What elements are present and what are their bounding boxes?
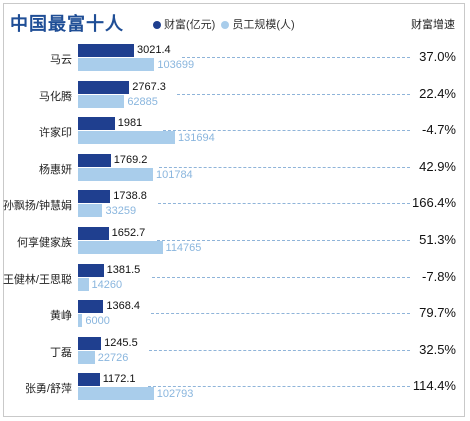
bar-staff	[78, 387, 154, 401]
bar-wealth	[78, 44, 134, 57]
category-label: 黄峥	[50, 310, 72, 323]
category-label: 丁磊	[50, 346, 72, 359]
leader-line	[182, 57, 410, 58]
category-label: 马化腾	[39, 90, 72, 103]
bar-wealth	[78, 190, 111, 204]
bar-wealth	[78, 300, 104, 314]
data-label-staff: 101784	[155, 168, 193, 181]
category-label: 许家印	[39, 127, 72, 140]
growth-value: 42.9%	[419, 158, 456, 174]
bar-staff	[78, 94, 125, 108]
data-label-wealth: 2767.3	[132, 80, 166, 93]
category-label: 张勇/舒萍	[24, 383, 72, 396]
legend: 财富(亿元) 员工规模(人)	[153, 16, 295, 32]
bar-staff	[78, 131, 175, 145]
data-label-staff: 102793	[156, 388, 194, 401]
leader-line	[151, 313, 410, 315]
growth-value: 51.3%	[419, 232, 456, 247]
legend-swatch-staff	[221, 21, 230, 29]
data-label-staff: 6000	[85, 315, 110, 328]
data-label-staff: 103699	[157, 59, 195, 71]
growth-value: -4.7%	[422, 122, 456, 138]
leader-line	[162, 130, 410, 132]
data-label-wealth: 3021.4	[137, 44, 171, 56]
data-label-staff: 114765	[165, 242, 202, 254]
data-label-wealth: 1368.4	[106, 300, 141, 313]
growth-value: 166.4%	[412, 195, 457, 211]
leader-line	[158, 166, 410, 168]
bar-wealth	[78, 373, 100, 387]
leader-line	[177, 93, 410, 95]
leader-line	[149, 349, 410, 351]
data-label-wealth: 1652.7	[111, 227, 146, 239]
data-label-wealth: 1172.1	[102, 373, 136, 386]
bar-staff	[78, 277, 89, 291]
bar-wealth	[78, 263, 104, 277]
leader-line	[147, 386, 410, 388]
bar-wealth	[78, 227, 109, 240]
data-label-wealth: 1245.5	[104, 336, 138, 349]
legend-label-wealth: 财富(亿元)	[164, 19, 216, 31]
category-label: 何享健家族	[17, 237, 72, 249]
growth-value: 79.7%	[419, 305, 456, 321]
bar-staff	[78, 167, 153, 181]
growth-value: 114.4%	[412, 378, 456, 394]
leader-line	[156, 240, 410, 241]
bar-wealth	[78, 336, 102, 350]
chart-frame	[3, 3, 465, 417]
data-label-staff: 62885	[127, 95, 158, 108]
legend-swatch-wealth	[153, 21, 161, 29]
bar-wealth	[78, 80, 130, 94]
data-label-wealth: 1738.8	[113, 190, 147, 203]
legend-item-wealth: 财富(亿元)	[153, 16, 215, 32]
category-label: 杨惠妍	[39, 163, 72, 176]
bar-staff	[78, 204, 103, 218]
growth-value: -7.8%	[422, 268, 456, 284]
bar-wealth	[78, 153, 111, 167]
data-label-staff: 14260	[91, 278, 123, 291]
legend-label-staff: 员工规模(人)	[232, 19, 295, 31]
data-label-staff: 131694	[178, 132, 215, 145]
data-label-wealth: 1769.2	[113, 153, 148, 166]
data-label-wealth: 1981	[117, 117, 143, 130]
bar-staff	[78, 58, 155, 71]
data-label-wealth: 1381.5	[106, 263, 141, 276]
growth-column-header: 财富增速	[411, 19, 455, 31]
growth-value: 37.0%	[419, 49, 456, 64]
bar-wealth	[78, 117, 115, 131]
data-label-staff: 22726	[97, 351, 129, 364]
chart-title: 中国最富十人	[10, 14, 124, 34]
bar-staff	[78, 241, 163, 254]
legend-item-staff: 员工规模(人)	[221, 16, 295, 32]
leader-line	[158, 203, 410, 205]
category-label: 马云	[50, 54, 72, 66]
growth-value: 32.5%	[419, 341, 456, 357]
bar-staff	[78, 314, 83, 328]
data-label-staff: 33259	[105, 205, 137, 218]
category-label: 孙飘扬/钟慧娟	[2, 200, 72, 213]
growth-value: 22.4%	[419, 85, 456, 101]
leader-line	[151, 276, 410, 278]
bar-staff	[78, 350, 95, 364]
category-label: 王健林/王思聪	[2, 273, 72, 286]
